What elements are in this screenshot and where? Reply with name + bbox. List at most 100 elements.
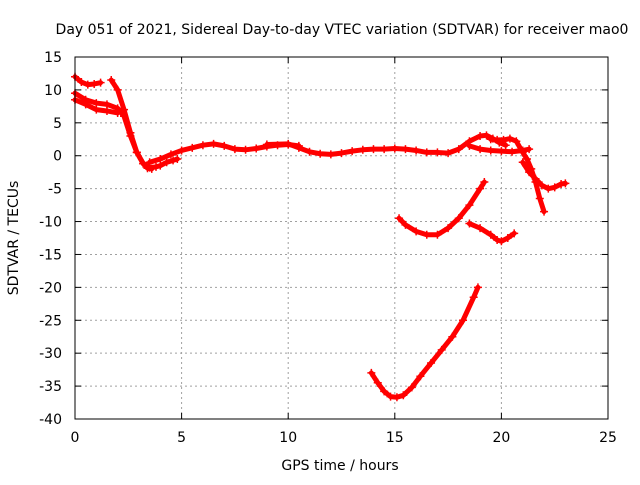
x-tick-label: 20 [492,430,510,446]
y-tick-label: -25 [39,313,62,329]
data-point [262,140,271,149]
data-point [401,220,410,229]
y-tick-label: -5 [48,182,62,198]
data-point [284,139,293,148]
data-point [448,332,457,341]
data-point [522,155,531,164]
data-point [465,219,474,228]
data-point [373,378,382,387]
data-point [107,76,116,85]
data-point [316,149,325,158]
data-point [156,155,165,164]
data-point [416,372,425,381]
data-point [476,145,485,154]
data-point [113,85,122,94]
data-point [169,156,178,165]
y-axis-label: SDTVAR / TECUs [6,181,22,296]
data-point [454,214,463,223]
data-point [469,293,478,302]
data-point [482,131,491,140]
data-point [132,148,141,157]
data-point [145,158,154,167]
data-point [367,368,376,377]
y-tick-label: 10 [44,83,62,99]
series-line [368,284,481,400]
data-point [480,178,489,187]
plot-frame [74,56,609,420]
data-point [459,316,468,325]
data-point [162,158,171,167]
x-tick-label: 15 [386,430,404,446]
data-point [501,141,510,150]
data-point [550,183,559,192]
data-point [81,100,90,109]
data-point [497,147,506,156]
data-point [422,230,431,239]
series-arc-low-parabola [395,178,489,239]
y-tick-label: 5 [53,116,62,132]
data-point [399,391,408,400]
data-point [337,149,346,158]
data-point [561,179,570,188]
data-point [113,108,122,117]
data-point [433,148,442,157]
x-tick-label: 5 [177,430,186,446]
data-point [525,168,534,177]
data-point [139,159,148,168]
data-point [152,162,161,171]
data-point [412,146,421,155]
data-point [476,224,485,233]
data-point [499,135,508,144]
chart-title: Day 051 of 2021, Sidereal Day-to-day VTE… [56,22,629,38]
series-arc-deep [367,283,482,402]
data-point [503,234,512,242]
data-point [510,229,519,238]
data-point [407,383,416,392]
data-point [412,227,421,236]
data-point [102,106,111,115]
data-point [444,224,453,233]
x-tick-label: 25 [599,430,617,446]
data-point [77,78,86,87]
y-axis: 15 10 5 0 -5 -10 -15 -20 -25 -30 -35 -40 [39,50,608,428]
series-arc-late [518,158,570,193]
data-point [525,145,534,154]
data-point [166,150,175,159]
x-tick-label: 0 [71,430,80,446]
data-point [380,387,389,396]
data-point [120,105,129,114]
y-tick-label: -35 [39,379,62,395]
data-point [505,134,514,143]
data-point [126,128,135,137]
data-point [497,237,506,246]
data-point [493,235,502,244]
data-point [476,184,485,193]
data-point [473,283,482,292]
data-point [544,184,553,193]
y-tick-label: -30 [39,346,62,362]
data-point [433,230,442,239]
data-point [305,147,314,156]
data-point [465,201,474,210]
data-point [535,194,544,203]
data-point [390,144,399,153]
data-point [92,105,101,114]
data-point [437,345,446,354]
data-point [241,145,250,154]
data-point [188,143,197,152]
data-point [294,143,303,152]
data-point [444,149,453,158]
data-point [96,78,105,87]
data-point [369,145,378,154]
data-point [173,155,182,164]
data-point [486,146,495,155]
data-point [486,230,495,239]
data-point [209,139,218,148]
data-series [71,72,570,402]
data-point [465,141,474,150]
y-tick-label: -10 [39,215,62,231]
data-point [531,174,540,183]
x-tick-label: 10 [279,430,297,446]
